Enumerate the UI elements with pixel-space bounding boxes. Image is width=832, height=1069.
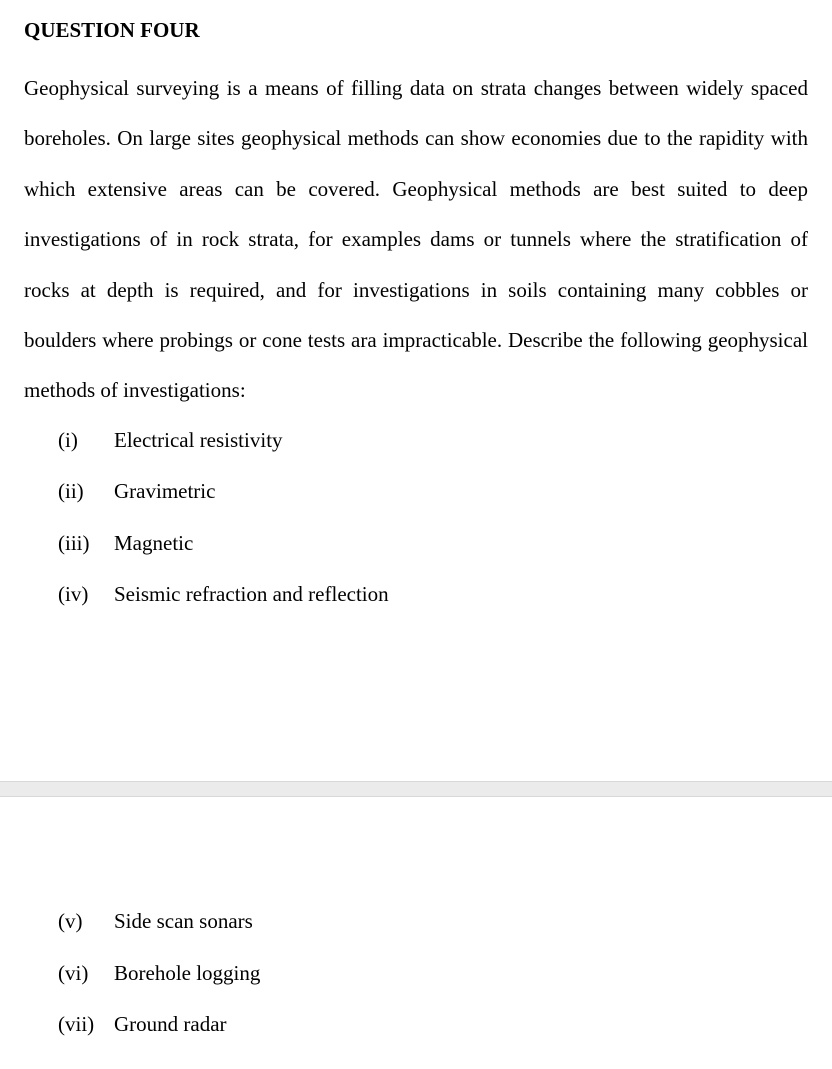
vertical-gap <box>24 797 808 907</box>
document-page: QUESTION FOUR Geophysical surveying is a… <box>0 0 832 1069</box>
method-list-bottom: (v) Side scan sonars (vi) Borehole loggi… <box>24 907 808 1039</box>
list-marker: (v) <box>58 907 114 936</box>
list-item: (i) Electrical resistivity <box>58 426 808 455</box>
list-item: (ii) Gravimetric <box>58 477 808 506</box>
list-label: Ground radar <box>114 1010 227 1039</box>
page-break-divider <box>0 781 832 797</box>
list-label: Side scan sonars <box>114 907 253 936</box>
list-marker: (vii) <box>58 1010 114 1039</box>
list-label: Seismic refraction and reflection <box>114 580 389 609</box>
list-marker: (iii) <box>58 529 114 558</box>
list-marker: (ii) <box>58 477 114 506</box>
list-label: Gravimetric <box>114 477 215 506</box>
list-item: (v) Side scan sonars <box>58 907 808 936</box>
list-item: (iv) Seismic refraction and reflection <box>58 580 808 609</box>
list-item: (vii) Ground radar <box>58 1010 808 1039</box>
list-label: Magnetic <box>114 529 193 558</box>
list-label: Borehole logging <box>114 959 260 988</box>
list-label: Electrical resistivity <box>114 426 283 455</box>
list-marker: (vi) <box>58 959 114 988</box>
question-paragraph: Geophysical surveying is a means of fill… <box>24 63 808 416</box>
method-list-top: (i) Electrical resistivity (ii) Gravimet… <box>24 426 808 610</box>
list-item: (vi) Borehole logging <box>58 959 808 988</box>
list-item: (iii) Magnetic <box>58 529 808 558</box>
question-heading: QUESTION FOUR <box>24 18 808 43</box>
vertical-gap <box>24 631 808 781</box>
list-marker: (iv) <box>58 580 114 609</box>
list-marker: (i) <box>58 426 114 455</box>
